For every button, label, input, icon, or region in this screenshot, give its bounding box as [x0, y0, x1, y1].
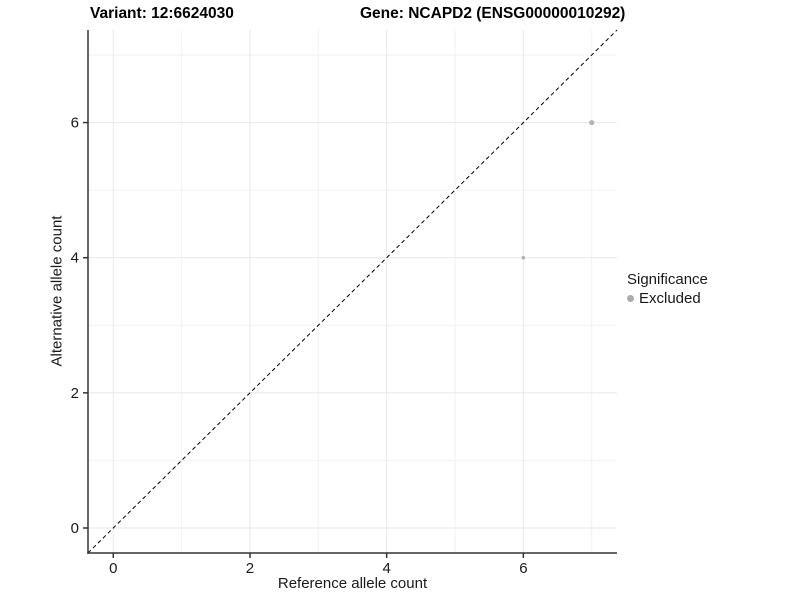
x-axis-title: Reference allele count	[277, 575, 428, 592]
y-axis-title: Alternative allele count	[48, 215, 66, 367]
x-tick-label: 0	[109, 560, 117, 577]
legend: Significance Excluded	[627, 271, 708, 307]
y-tick-label: 4	[71, 250, 79, 267]
x-tick-label: 6	[519, 560, 527, 577]
data-point	[521, 255, 526, 260]
identity-reference-line	[87, 29, 618, 554]
y-tick-label: 0	[71, 520, 79, 537]
plot-title-gene: Gene: NCAPD2 (ENSG00000010292)	[360, 5, 626, 22]
x-tick-label: 4	[383, 560, 391, 577]
legend-entry-label: Excluded	[639, 290, 701, 307]
y-tick-label: 6	[71, 115, 79, 132]
data-point	[589, 119, 595, 126]
x-tick-label: 2	[246, 560, 254, 577]
legend-title: Significance	[627, 271, 708, 288]
excluded-point-icon	[627, 295, 634, 302]
y-tick-label: 2	[71, 385, 79, 402]
plot-title-variant: Variant: 12:6624030	[90, 5, 234, 22]
legend-entry: Excluded	[627, 290, 708, 307]
